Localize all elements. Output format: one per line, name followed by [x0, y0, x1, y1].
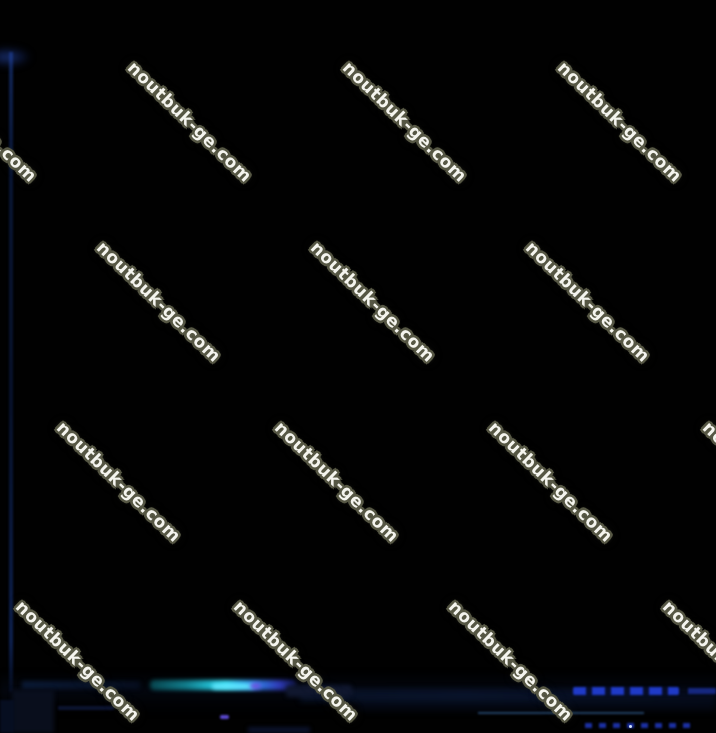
bottom-left-shadow-block: [12, 690, 54, 733]
glowing-blue-keys-far-right: [688, 688, 716, 694]
bottom-reflection-blob: [248, 727, 310, 733]
laptop-base-band-lower: [358, 700, 716, 710]
small-purple-led: [220, 715, 229, 719]
screen-corner-glare: [0, 48, 30, 66]
keyboard-purple-glow: [250, 683, 261, 689]
front-led-dots: [585, 723, 695, 728]
tiny-white-led: [629, 725, 632, 728]
laptop-base-band-left: [22, 681, 140, 689]
bottom-left-shadow-strip: [0, 700, 14, 733]
keyboard-rgb-glow-core: [212, 684, 254, 689]
laptop-base-band-right: [300, 689, 716, 702]
faint-left-dots: [58, 706, 114, 710]
keyboard-rgb-glow-strip: [150, 680, 296, 690]
laptop-base-vignette: [0, 670, 716, 716]
keyboard-dark-block: [286, 685, 352, 697]
laptop-screen-left-edge-glow: [9, 52, 13, 692]
glowing-blue-keys: [573, 687, 679, 695]
base-highlight-line: [478, 712, 644, 714]
